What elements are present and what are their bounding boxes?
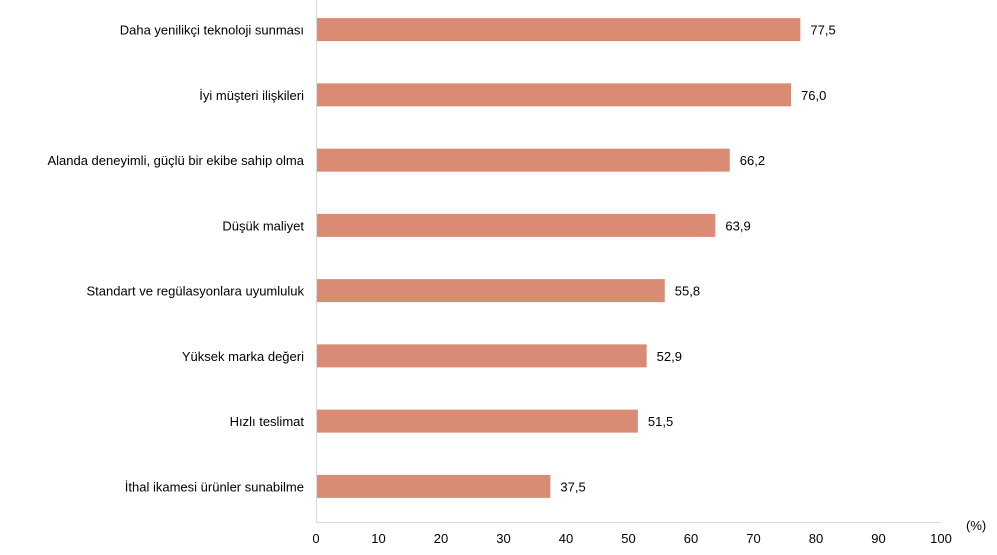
x-tick-label: 0 [312, 531, 319, 546]
bar [317, 279, 665, 303]
data-label: 77,5 [810, 23, 835, 38]
x-tick-label: 30 [496, 531, 510, 546]
x-tick-label: 70 [746, 531, 760, 546]
bar [317, 474, 551, 498]
data-label: 37,5 [560, 479, 585, 494]
bar [317, 213, 716, 237]
category-label: Düşük maliyet [222, 218, 304, 233]
data-label: 63,9 [725, 218, 750, 233]
category-label: Yüksek marka değeri [182, 349, 304, 364]
bar [317, 83, 791, 107]
category-label: İyi müşteri ilişkileri [199, 88, 304, 103]
x-tick-label: 60 [684, 531, 698, 546]
x-tick-label: 40 [559, 531, 573, 546]
bar [317, 18, 801, 42]
x-tick-label: 100 [930, 531, 952, 546]
bar [317, 344, 647, 368]
x-tick-label: 90 [871, 531, 885, 546]
data-label: 52,9 [657, 349, 682, 364]
x-tick-label: 20 [434, 531, 448, 546]
x-tick-label: 80 [809, 531, 823, 546]
data-label: 51,5 [648, 414, 673, 429]
data-label: 66,2 [740, 153, 765, 168]
category-label: Alanda deneyimli, güçlü bir ekibe sahip … [47, 153, 304, 168]
bar [317, 409, 638, 433]
category-label: Standart ve regülasyonlara uyumluluk [86, 284, 304, 299]
category-label: İthal ikamesi ürünler sunabilme [125, 479, 304, 494]
category-label: Hızlı teslimat [230, 414, 305, 429]
category-label: Daha yenilikçi teknoloji sunması [120, 23, 304, 38]
x-tick-label: 50 [621, 531, 635, 546]
data-label: 55,8 [675, 284, 700, 299]
bar [317, 148, 730, 172]
x-axis-unit-label: (%) [966, 518, 986, 533]
x-tick-label: 10 [371, 531, 385, 546]
data-label: 76,0 [801, 88, 826, 103]
